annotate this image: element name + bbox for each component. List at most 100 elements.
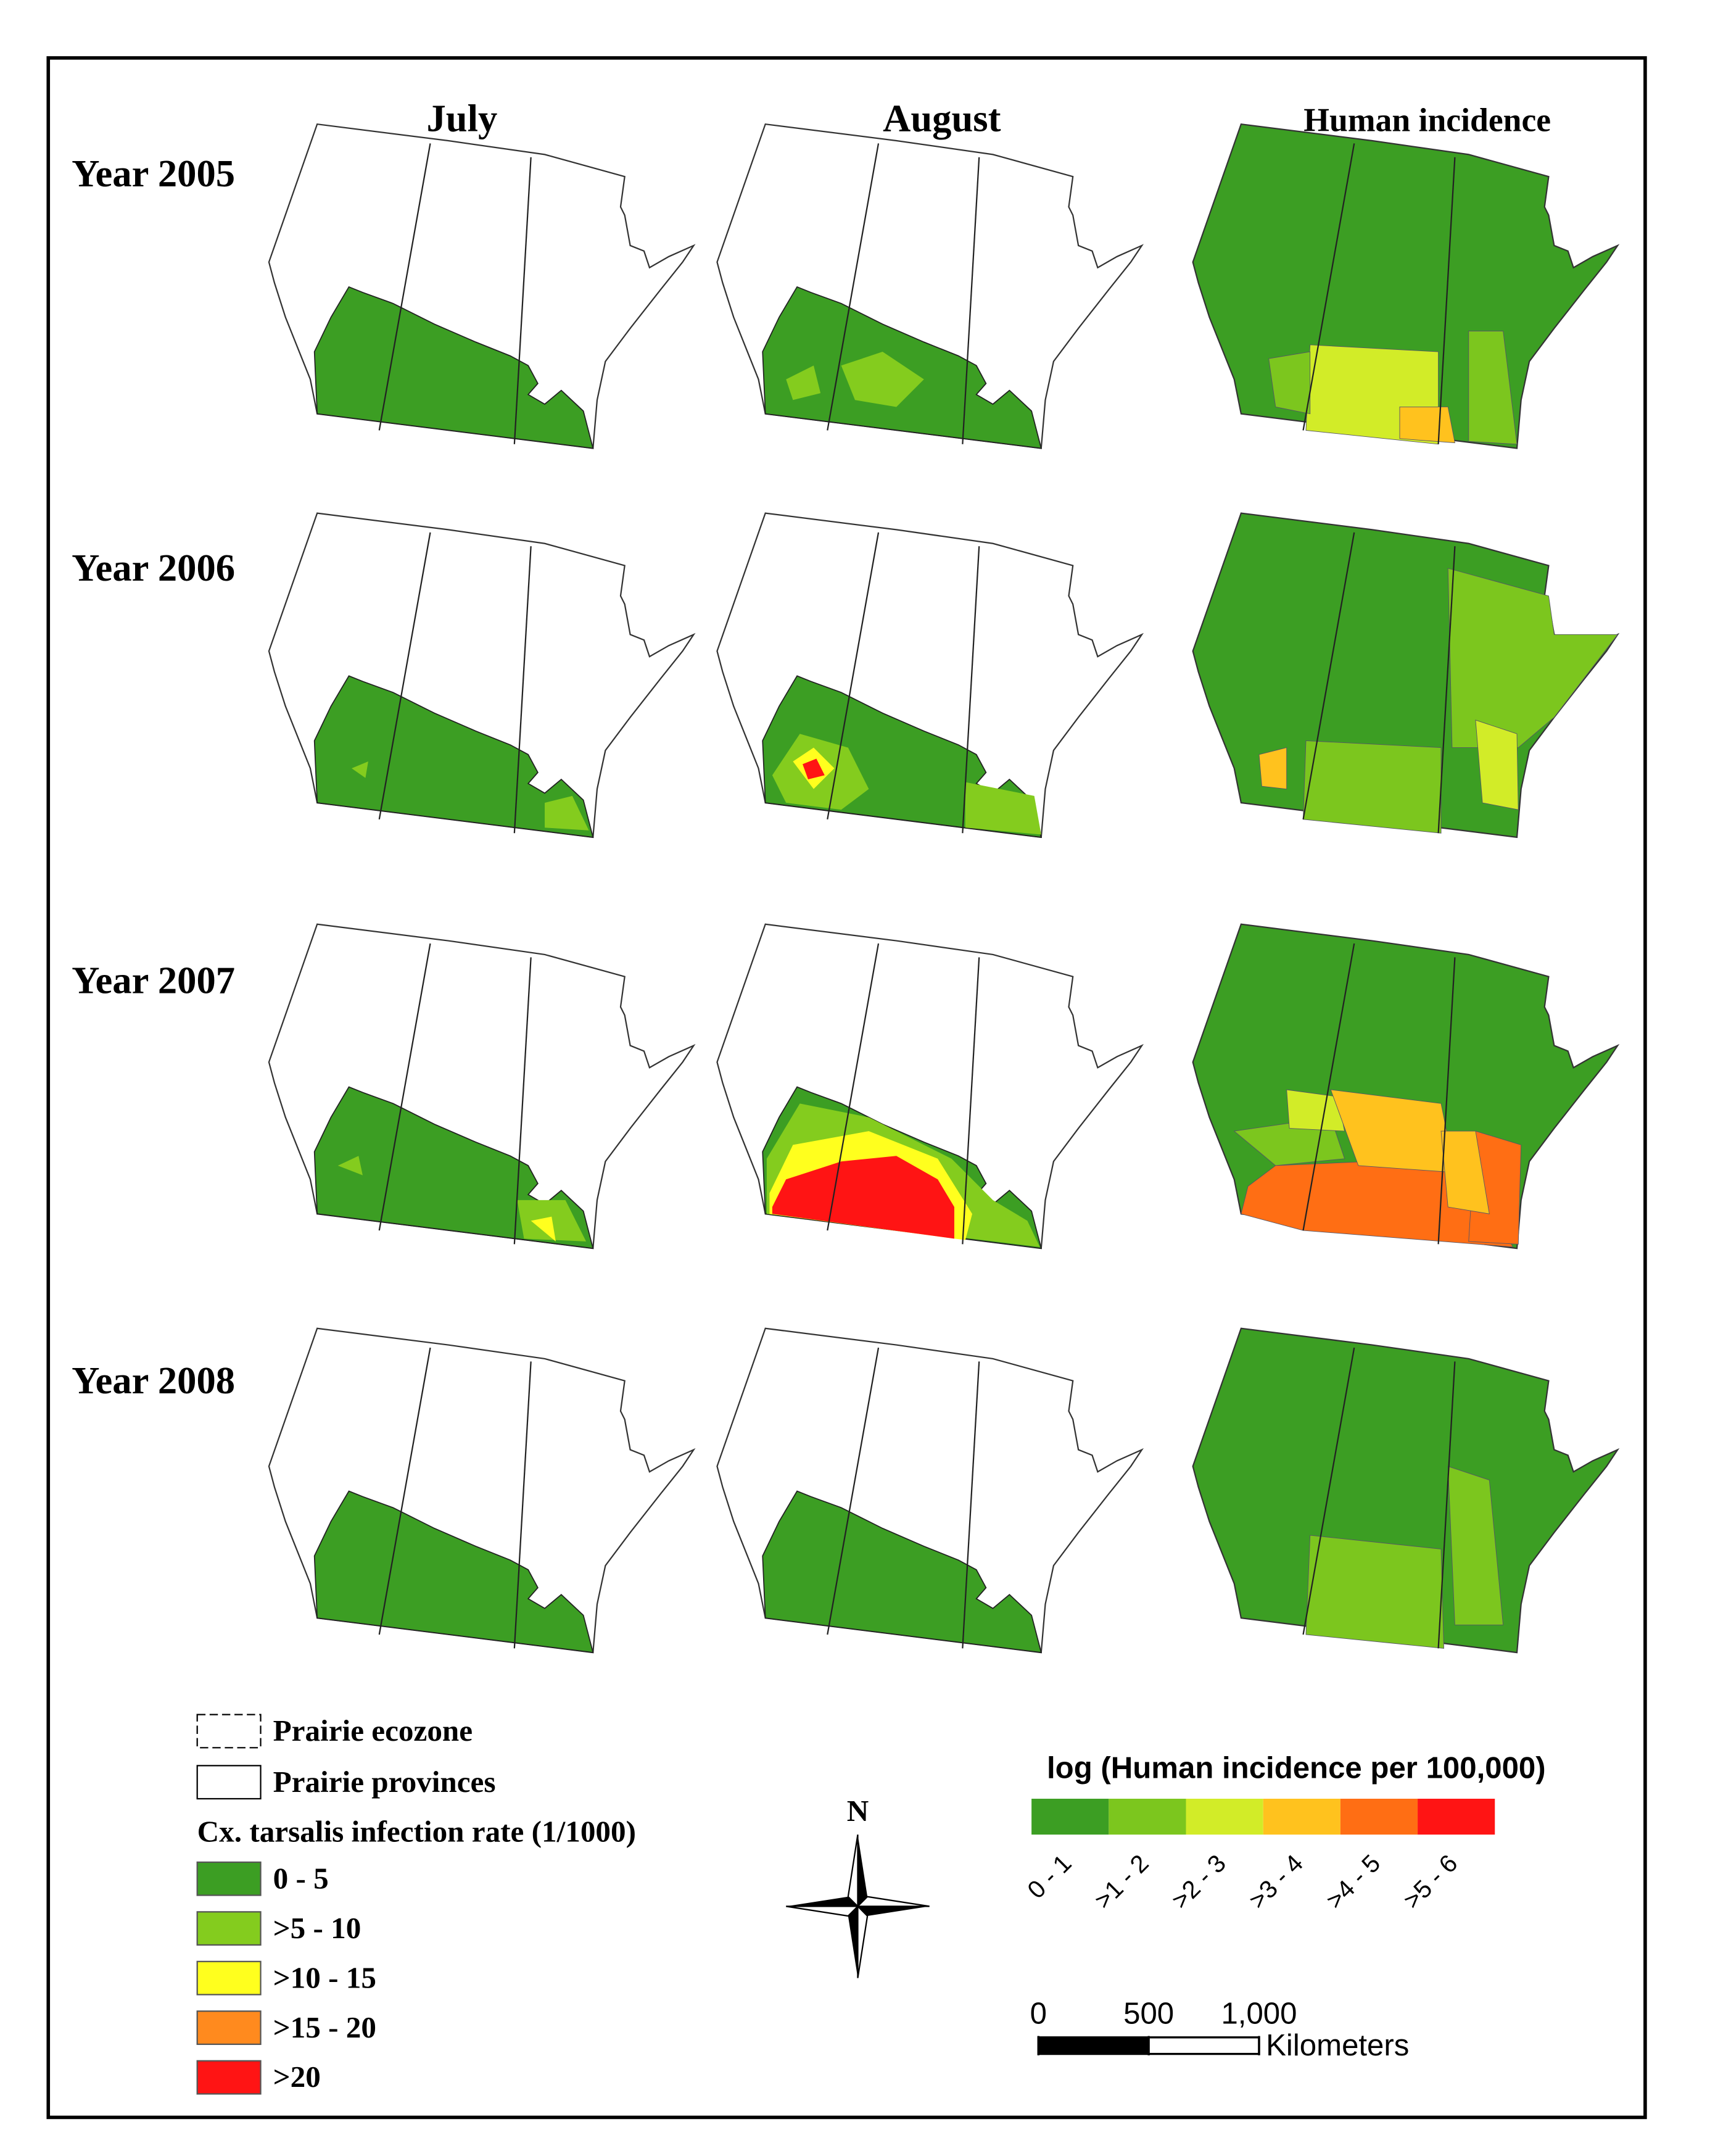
map [1192,512,1620,839]
map [268,1327,696,1654]
legend-title: log (Human incidence per 100,000) [1047,1751,1546,1785]
province-border [378,1347,431,1635]
legend-label: >20 [273,2060,321,2094]
legend-label: >15 - 20 [273,2010,376,2044]
province-border [962,157,980,444]
province-border [827,1347,880,1635]
incidence-zone [1468,331,1518,445]
row-label: Year 2006 [72,546,235,589]
ecozone-swatch [196,1714,262,1749]
scale-segment [1037,2036,1150,2055]
infection-zone [545,795,589,831]
infection-zone [772,1156,954,1239]
incidence-zone [1440,1130,1490,1214]
province-border [962,546,980,834]
ecozone [313,286,594,449]
province-border [1437,957,1456,1245]
ecozone [762,1490,1042,1654]
infection-zone [841,352,924,407]
province-border [1302,532,1355,820]
map [268,512,696,839]
legend-swatch [1031,1799,1109,1835]
province-swatch [196,1765,262,1800]
map-panels [268,123,1620,1654]
incidence-zone [1268,351,1311,415]
incidence-zone [1447,568,1619,748]
infection-zone [965,782,1041,835]
province-border [1437,157,1456,444]
incidence-zone [1475,719,1519,810]
infection-zone [531,1216,556,1242]
infection-zone [352,761,368,778]
province-border [962,957,980,1245]
legend-swatch [196,1861,262,1896]
infection-zone [786,365,821,400]
incidence-zone [1305,1535,1444,1649]
row-label: Year 2008 [72,1359,235,1402]
scale-label: 1,000 [1221,1996,1297,2030]
legend-swatch [1340,1799,1418,1835]
province-border [1302,143,1355,431]
map [716,123,1144,449]
infection-zone [337,1156,363,1175]
scale-label: 500 [1123,1996,1174,2030]
province-border [1302,943,1355,1231]
row-label: Year 2005 [72,152,235,195]
province-border [827,143,880,431]
legend-label: >5 - 10 [273,1911,361,1945]
province-border [827,943,880,1231]
map [268,123,696,449]
map [1192,923,1620,1250]
scale-label: 0 [1030,1996,1047,2030]
legend-swatch [196,1911,262,1946]
province-border [378,943,431,1231]
incidence-zone [1399,407,1455,444]
row-label: Year 2007 [72,959,235,1002]
legend-label: Prairie ecozone [273,1714,473,1748]
column-header: August [883,96,1001,139]
legend-swatch [1418,1799,1495,1835]
incidence-zone [1303,740,1442,834]
legend-swatch [196,1960,262,1996]
legend-title: Cx. tarsalis infection rate (1/1000) [197,1814,636,1848]
province-fill [1192,1327,1620,1654]
scale-unit: Kilometers [1266,2028,1409,2062]
province-border [513,957,532,1245]
ecozone [313,1490,594,1654]
legend-swatch [196,2060,262,2095]
legend-swatch [1109,1799,1186,1835]
ecozone [313,675,594,838]
province-border [827,532,880,820]
incidence-zone [1447,1466,1504,1625]
map [716,1327,1144,1654]
province-border [513,1361,532,1649]
legend-label: 0 - 5 [273,1861,329,1895]
legend-swatch [1186,1799,1263,1835]
north-label: N [847,1794,869,1828]
legend-label: >10 - 15 [273,1960,376,1994]
legend-label: Prairie provinces [273,1765,496,1799]
incidence-zone [1286,1089,1345,1132]
province-border [378,143,431,431]
map [1192,123,1620,449]
infection-zone [803,758,825,780]
province-border [1437,546,1456,834]
legend-swatch [1263,1799,1340,1835]
province-border [378,532,431,820]
province-border [962,1361,980,1649]
province-border [513,546,532,834]
map [716,923,1144,1250]
column-header: July [427,96,498,139]
map [716,512,1144,839]
north-arrow [786,1834,930,1978]
scale-segment [1147,2036,1260,2055]
province-border [1302,1347,1355,1635]
map [1192,1327,1620,1654]
map [268,923,696,1250]
province-border [513,157,532,444]
column-header: Human incidence [1303,101,1551,138]
province-border [1437,1361,1456,1649]
incidence-zone [1258,747,1287,790]
legend-swatch [196,2010,262,2046]
